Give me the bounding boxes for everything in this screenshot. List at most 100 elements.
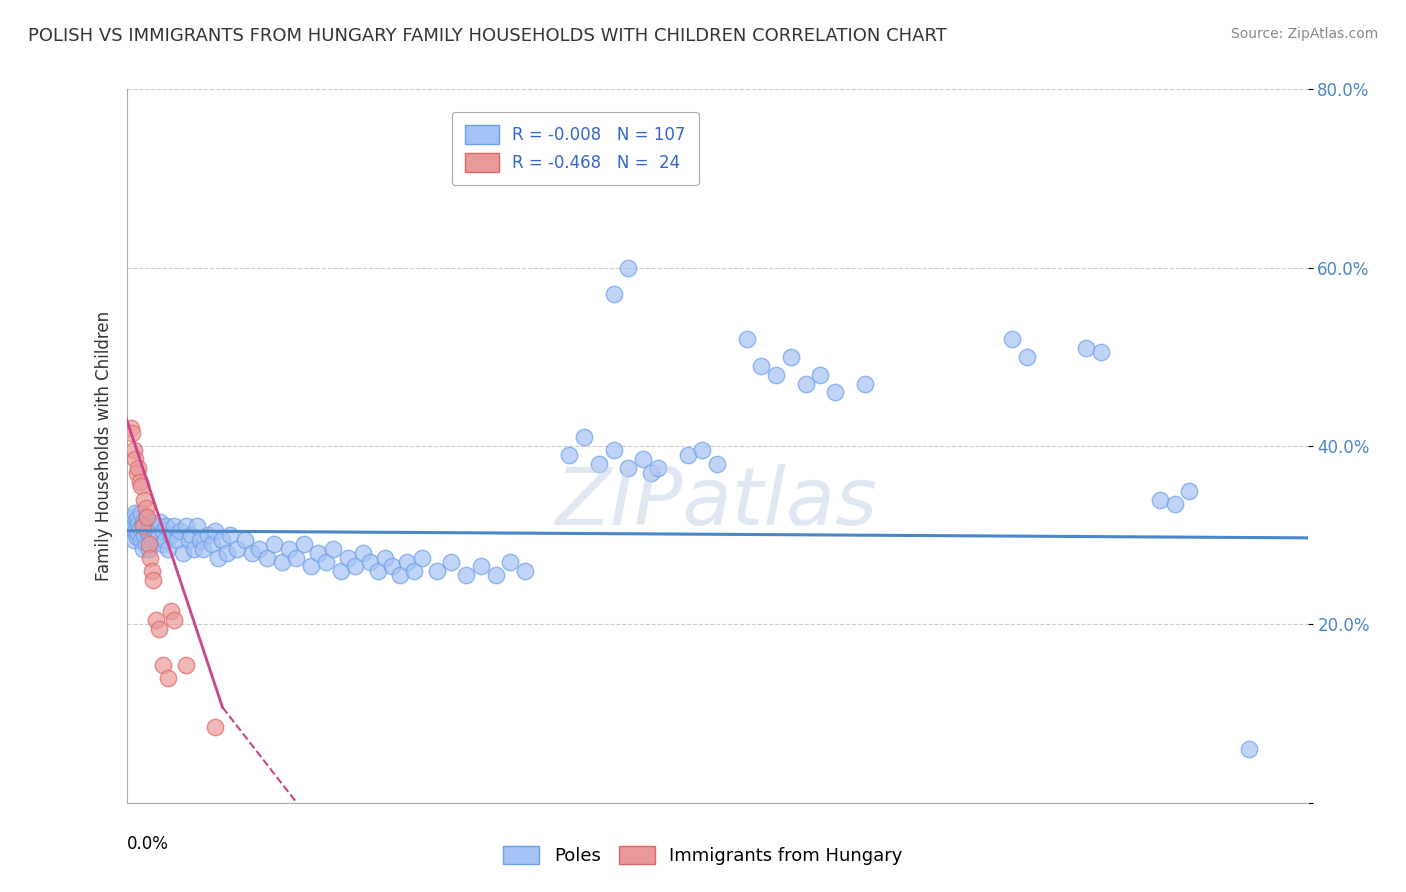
Point (121, 425, 143, 440)
Point (322, 541, 344, 556)
Point (484, 568, 508, 582)
Point (150, 537, 173, 551)
Point (706, 457, 728, 471)
Point (129, 533, 153, 547)
Point (128, 521, 150, 535)
Point (256, 550, 278, 565)
Point (456, 568, 478, 582)
Point (299, 559, 322, 574)
Point (201, 537, 224, 551)
Point (186, 519, 208, 533)
Y-axis label: Family Households with Children: Family Households with Children (94, 311, 112, 581)
Point (1178, 483, 1201, 498)
Point (127, 517, 149, 532)
Point (122, 533, 145, 547)
Point (145, 533, 167, 547)
Point (278, 541, 301, 556)
Point (515, 564, 537, 578)
Point (1237, 742, 1260, 756)
Point (145, 613, 167, 627)
Point (574, 430, 596, 444)
Point (128, 475, 150, 489)
Point (136, 524, 159, 538)
Point (215, 546, 238, 560)
Point (404, 564, 426, 578)
Point (810, 368, 832, 382)
Point (1090, 345, 1112, 359)
Point (135, 510, 157, 524)
Text: Source: ZipAtlas.com: Source: ZipAtlas.com (1230, 27, 1378, 41)
Point (499, 555, 522, 569)
Point (127, 526, 149, 541)
Point (617, 260, 640, 275)
Point (174, 519, 197, 533)
Point (125, 512, 148, 526)
Point (285, 550, 308, 565)
Point (132, 541, 155, 556)
Point (149, 515, 172, 529)
Point (124, 452, 146, 467)
Point (352, 546, 374, 560)
Point (166, 533, 188, 547)
Point (233, 533, 256, 547)
Point (132, 515, 155, 529)
Point (169, 524, 191, 538)
Point (174, 657, 197, 672)
Point (204, 720, 226, 734)
Point (156, 671, 179, 685)
Point (633, 452, 655, 467)
Point (120, 421, 142, 435)
Point (329, 564, 352, 578)
Point (1076, 341, 1098, 355)
Point (603, 443, 626, 458)
Point (129, 479, 153, 493)
Point (124, 524, 146, 538)
Point (381, 559, 404, 574)
Point (118, 519, 141, 533)
Point (132, 519, 155, 533)
Point (163, 613, 186, 627)
Point (172, 546, 194, 560)
Point (193, 541, 215, 556)
Legend: R = -0.008   N = 107, R = -0.468   N =  24: R = -0.008 N = 107, R = -0.468 N = 24 (451, 112, 699, 186)
Point (270, 555, 292, 569)
Point (292, 537, 315, 551)
Point (1149, 492, 1171, 507)
Text: POLISH VS IMMIGRANTS FROM HUNGARY FAMILY HOUSEHOLDS WITH CHILDREN CORRELATION CH: POLISH VS IMMIGRANTS FROM HUNGARY FAMILY… (28, 27, 948, 45)
Point (121, 521, 143, 535)
Point (125, 466, 148, 480)
Point (138, 537, 160, 551)
Point (211, 533, 233, 547)
Point (180, 528, 202, 542)
Point (152, 524, 174, 538)
Point (588, 457, 610, 471)
Text: ZIPatlas: ZIPatlas (555, 464, 879, 542)
Point (751, 359, 773, 373)
Point (160, 604, 183, 618)
Point (440, 555, 463, 569)
Point (204, 524, 226, 538)
Point (411, 550, 433, 565)
Point (134, 519, 156, 533)
Point (153, 533, 176, 547)
Point (308, 546, 330, 560)
Point (155, 519, 177, 533)
Point (1164, 497, 1187, 511)
Point (120, 515, 142, 529)
Point (152, 657, 174, 672)
Point (141, 533, 163, 547)
Point (617, 461, 640, 475)
Point (122, 443, 145, 458)
Point (197, 528, 219, 542)
Point (129, 506, 153, 520)
Point (156, 541, 179, 556)
Point (138, 515, 160, 529)
Point (143, 524, 166, 538)
Point (647, 461, 669, 475)
Point (396, 555, 419, 569)
Point (337, 550, 360, 565)
Point (148, 622, 170, 636)
Point (249, 541, 271, 556)
Point (853, 376, 876, 391)
Point (676, 448, 699, 462)
